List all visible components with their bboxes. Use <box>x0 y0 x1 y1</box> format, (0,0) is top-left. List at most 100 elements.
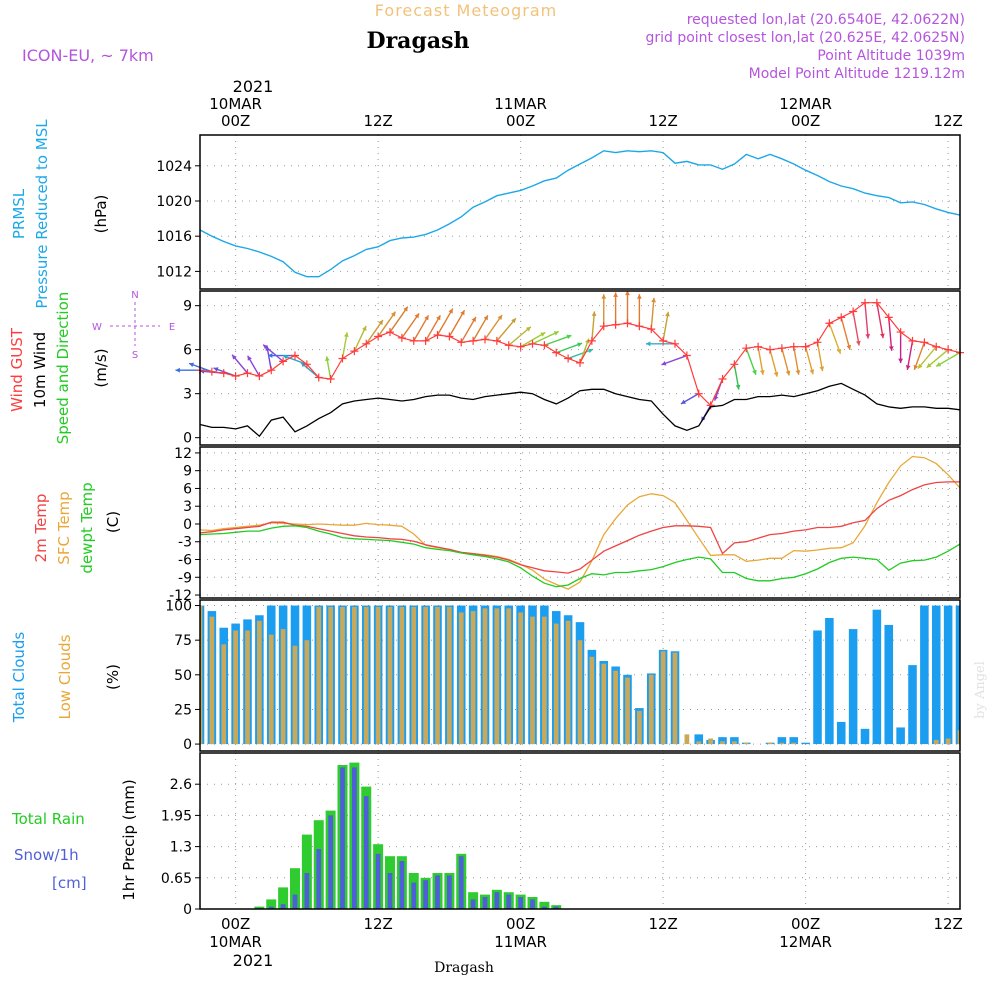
wind-arrow-head <box>646 341 651 347</box>
wind-arrow <box>906 340 914 371</box>
bottom-date-label: 12MAR <box>779 933 832 951</box>
gust-marker <box>849 307 858 316</box>
bottom-tick-label: 00Z <box>506 915 535 933</box>
wind-arrow-head <box>497 315 503 320</box>
total-cloud-bar <box>789 737 799 745</box>
total-cloud-bar <box>860 728 870 745</box>
snow-bar <box>542 906 547 909</box>
temperature-panel: -12 -9-6 -3 0 3 69 12 <box>169 446 961 604</box>
pressure-labels: PRMSL Pressure Reduced to MSL (hPa) <box>10 119 110 309</box>
low-cloud-bar <box>482 608 488 745</box>
wind-arrow <box>661 354 688 366</box>
panel-frame <box>199 752 961 910</box>
wind-arrow-head <box>795 370 801 375</box>
wind-arrow <box>888 317 893 351</box>
wind-arrow-head <box>460 310 465 316</box>
y-tick-label: -9 <box>178 570 192 586</box>
total-cloud-bar <box>872 609 882 745</box>
gust-marker <box>219 369 228 378</box>
gust-marker <box>587 336 596 345</box>
gust-marker <box>671 339 679 348</box>
wind-arrow-head <box>752 369 757 375</box>
y-tick-label: 9 <box>183 464 192 480</box>
wind-arrow-head <box>917 363 923 369</box>
total-cloud-bar <box>920 605 929 745</box>
clouds-unit: (%) <box>104 664 122 690</box>
low-cloud-bar <box>613 670 618 745</box>
low-cloud-bar <box>399 606 405 745</box>
wind-arrow <box>864 302 869 339</box>
y-tick-label: 25 <box>174 702 192 718</box>
total-cloud-bar <box>801 742 810 745</box>
bottom-date-label: 10MAR <box>209 933 262 951</box>
gust-marker <box>564 354 573 363</box>
wind-arrow <box>377 311 397 337</box>
low-cloud-bar <box>933 739 939 745</box>
rain-bar <box>278 887 289 909</box>
wind-arrow-head <box>424 315 429 321</box>
snow-bar <box>447 875 452 909</box>
wind-arrow-head <box>263 344 269 350</box>
low-cloud-bar <box>200 605 203 745</box>
bottom-tick-label: 12Z <box>363 915 392 933</box>
compass-w: W <box>92 322 102 333</box>
y-tick-label: 2.6 <box>170 777 192 793</box>
low-cloud-bar <box>447 606 452 745</box>
low-clouds-label: Low Clouds <box>56 634 74 719</box>
gust-marker <box>516 342 525 351</box>
gust-marker <box>742 344 751 353</box>
panel-frame <box>199 599 961 752</box>
low-cloud-bar <box>233 630 238 745</box>
y-tick-label: -12 <box>169 588 192 604</box>
panel-background <box>200 291 960 445</box>
y-tick-label: 0 <box>183 431 192 447</box>
compass-s: S <box>132 350 138 361</box>
low-cloud-bar <box>957 730 960 745</box>
snow-bar <box>553 906 559 909</box>
total-cloud-bar <box>813 630 822 745</box>
panel-background <box>200 135 960 289</box>
wind-arrow <box>556 342 583 354</box>
wind-arrow-head <box>888 346 894 351</box>
top-date-label: 10MAR <box>209 95 262 113</box>
clouds-panel: 0 25 50 75 100 <box>165 599 961 753</box>
gust-marker <box>813 338 822 347</box>
sfc-line <box>199 455 961 590</box>
wind-speed-line <box>199 382 961 438</box>
snow-bar <box>387 873 393 909</box>
wind-arrow <box>804 346 814 375</box>
total-cloud-bar <box>694 734 704 745</box>
gust-marker <box>207 367 216 376</box>
y-tick-label: -3 <box>178 535 192 551</box>
wind-speed-label: Speed and Direction <box>54 292 72 445</box>
precip-labels: Total Rain Snow/1h [cm] 1hr Precip (mm) <box>11 779 138 900</box>
bottom-tick-label: 12Z <box>648 915 677 933</box>
wind-arrow <box>520 331 546 348</box>
gust-marker <box>825 319 834 328</box>
gust-marker <box>884 313 893 322</box>
wind-10m-label: 10m Wind <box>31 332 49 408</box>
total-cloud-bar <box>777 737 787 745</box>
wind-arrow <box>757 346 764 375</box>
panel-frame <box>199 446 961 599</box>
wind-arrow-head <box>625 290 630 296</box>
snow-bar <box>423 880 428 909</box>
wind-arrow <box>876 302 884 339</box>
wind-arrow <box>567 348 594 360</box>
low-cloud-bar <box>387 606 393 745</box>
wind-arrow <box>413 314 430 342</box>
low-cloud-bar <box>542 616 547 745</box>
wind-arrow <box>917 346 937 370</box>
snow-bar <box>506 894 512 909</box>
compass-n: N <box>131 290 138 301</box>
snow-bar <box>268 906 274 909</box>
model-label: ICON-EU, ~ 7km <box>22 46 154 65</box>
gust-marker <box>231 372 240 381</box>
low-cloud-bar <box>779 742 785 745</box>
total-cloud-bar <box>931 605 941 745</box>
wind-arrow-head <box>819 366 825 372</box>
snow-bar <box>304 873 310 909</box>
wind-arrow <box>401 312 420 339</box>
wind-arrow-head <box>665 311 670 317</box>
gust-marker <box>932 342 941 351</box>
